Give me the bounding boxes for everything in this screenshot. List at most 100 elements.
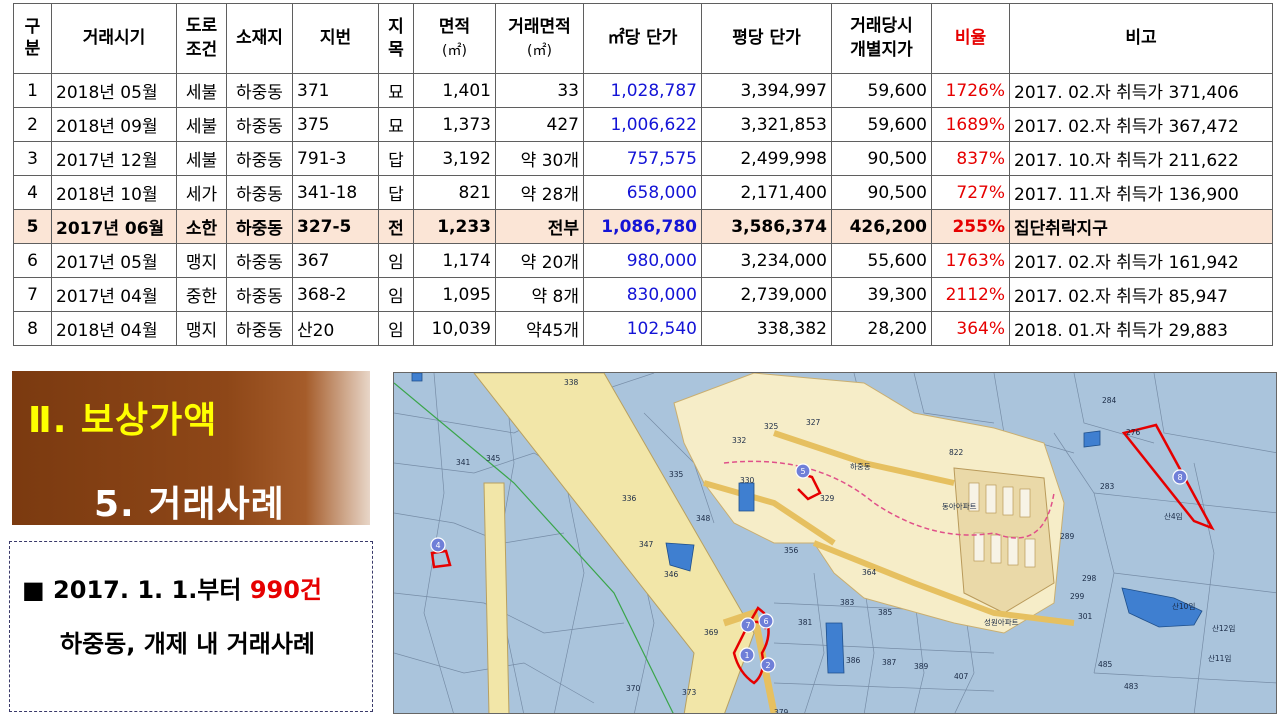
- map-pin-icon: [739, 647, 755, 663]
- cell-no: 5: [13, 209, 52, 244]
- cell-location: 하중동: [226, 243, 293, 278]
- cell-price-pyeong: 2,499,998: [701, 141, 832, 176]
- case-marker-1[interactable]: 1: [739, 647, 755, 663]
- cell-lot: 327-5: [292, 209, 379, 244]
- map-parcel-label: 산12임: [1212, 623, 1235, 633]
- cell-area: 1,233: [413, 209, 496, 244]
- cell-road: 세불: [176, 107, 227, 142]
- map-parcel-label: 330: [740, 476, 755, 485]
- cell-price-sqm: 757,575: [583, 141, 702, 176]
- cell-ratio: 364%: [931, 311, 1010, 346]
- case-marker-2[interactable]: 2: [760, 657, 776, 673]
- cell-official-price: 55,600: [831, 243, 932, 278]
- header-area-label: 면적: [438, 16, 471, 37]
- cell-ratio: 837%: [931, 141, 1010, 176]
- cell-official-price: 90,500: [831, 141, 932, 176]
- cell-no: 2: [13, 107, 52, 142]
- header-area-unit: (㎡): [442, 42, 467, 59]
- table-row: 7 2017년 04월 중한 하중동 368-2 임 1,095 약 8개 830,000 2,7…: [13, 277, 1273, 312]
- map-parcel-label: 369: [704, 628, 719, 637]
- header-trade-area-unit: (㎡): [527, 42, 552, 59]
- cell-date: 2017년 12월: [51, 141, 177, 176]
- table-row: 6 2017년 05월 맹지 하중동 367 임 1,174 약 20개 980,000 3,23…: [13, 243, 1273, 278]
- cell-no: 4: [13, 175, 52, 210]
- main-road: [473, 373, 755, 713]
- map-parcel-label: 동아아파트: [942, 501, 977, 511]
- table-row: 5 2017년 06월 소한 하중동 327-5 전 1,233 전부 1,086,780 3,5…: [13, 209, 1273, 244]
- side-road: [483, 482, 510, 713]
- map-pin-icon: [758, 613, 774, 629]
- map-parcel-label: 379: [774, 708, 789, 714]
- cell-category: 임: [378, 243, 414, 278]
- cell-ratio: 1726%: [931, 73, 1010, 108]
- cell-date: 2018년 05월: [51, 73, 177, 108]
- cell-road: 맹지: [176, 243, 227, 278]
- case-marker-6[interactable]: 6: [758, 613, 774, 629]
- cell-ratio: 727%: [931, 175, 1010, 210]
- header-official-price-text: 거래당시개별지가: [850, 15, 913, 60]
- cell-ratio: 255%: [931, 209, 1010, 244]
- marker-number: 7: [745, 621, 750, 630]
- cell-trade-area: 전부: [495, 209, 584, 244]
- cell-lot: 산20: [292, 311, 379, 346]
- cell-trade-area: 약 30개: [495, 141, 584, 176]
- cell-road: 중한: [176, 277, 227, 312]
- section-subtitle: 5. 거래사례: [94, 484, 285, 525]
- map-pin-icon: [430, 537, 446, 553]
- cell-trade-area: 33: [495, 73, 584, 108]
- cell-location: 하중동: [226, 175, 293, 210]
- cell-area: 1,401: [413, 73, 496, 108]
- map-parcel-label: 301: [1078, 612, 1093, 621]
- table-header: 구분 거래시기 도로조건 소재지 지번 지목 면적 (㎡) 거래면적 (㎡) ㎡당 …: [13, 3, 1273, 74]
- cell-price-sqm: 658,000: [583, 175, 702, 210]
- cell-location: 하중동: [226, 141, 293, 176]
- cell-official-price: 59,600: [831, 73, 932, 108]
- map-parcel-label: 364: [862, 568, 877, 577]
- cell-area: 1,373: [413, 107, 496, 142]
- case-marker-4[interactable]: 4: [430, 537, 446, 553]
- cell-price-pyeong: 2,171,400: [701, 175, 832, 210]
- cell-road: 세불: [176, 73, 227, 108]
- header-ratio: 비율: [931, 3, 1010, 74]
- cadastral-map: 338 341 345 347 348 330 332 325 327 329 335 336 346 3…: [393, 372, 1277, 714]
- marker-number: 1: [744, 651, 749, 660]
- cell-no: 1: [13, 73, 52, 108]
- cell-category: 전: [378, 209, 414, 244]
- map-parcel-label: 성원아파트: [984, 617, 1019, 627]
- cell-trade-area: 약 28개: [495, 175, 584, 210]
- map-parcel-label: 381: [798, 618, 813, 627]
- cell-category: 임: [378, 311, 414, 346]
- map-canvas: 338 341 345 347 348 330 332 325 327 329 335 336 346 3…: [394, 373, 1276, 714]
- cell-price-sqm: 1,028,787: [583, 73, 702, 108]
- cell-ratio: 2112%: [931, 277, 1010, 312]
- map-pin-icon: [795, 463, 811, 479]
- table-body: 1 2018년 05월 세불 하중동 371 묘 1,401 33 1,028,787 3,394…: [13, 73, 1273, 346]
- zone-boundary-line: [723, 460, 1055, 539]
- cell-road: 소한: [176, 209, 227, 244]
- section-title-banner: Ⅱ. 보상가액 5. 거래사례: [12, 371, 370, 525]
- map-parcel-label: 348: [696, 514, 711, 523]
- header-category: 지목: [378, 3, 414, 74]
- marker-number: 4: [435, 541, 440, 550]
- cell-official-price: 39,300: [831, 277, 932, 312]
- cell-remark: 2017. 02.자 취득가 367,472: [1009, 107, 1273, 142]
- header-price-pyeong: 평당 단가: [701, 3, 832, 74]
- cell-price-sqm: 1,006,622: [583, 107, 702, 142]
- map-parcel-label: 389: [914, 662, 929, 671]
- cell-no: 8: [13, 311, 52, 346]
- green-boundary-line: [394, 382, 674, 713]
- case-marker-7[interactable]: 7: [740, 617, 756, 633]
- map-parcel-label: 289: [1060, 532, 1075, 541]
- map-parcel-label: 338: [564, 378, 579, 387]
- cell-lot: 368-2: [292, 277, 379, 312]
- cell-price-sqm: 102,540: [583, 311, 702, 346]
- case-marker-8[interactable]: 8: [1172, 469, 1188, 485]
- cell-area: 10,039: [413, 311, 496, 346]
- cell-price-pyeong: 3,321,853: [701, 107, 832, 142]
- map-parcel-label: 283: [1100, 482, 1115, 491]
- map-parcel-label: 345: [486, 454, 501, 463]
- map-parcel-label: 483: [1124, 682, 1139, 691]
- case-marker-5[interactable]: 5: [795, 463, 811, 479]
- table-row: 4 2018년 10월 세가 하중동 341-18 답 821 약 28개 658,000 2,1…: [13, 175, 1273, 210]
- map-parcel-label: 299: [1070, 592, 1085, 601]
